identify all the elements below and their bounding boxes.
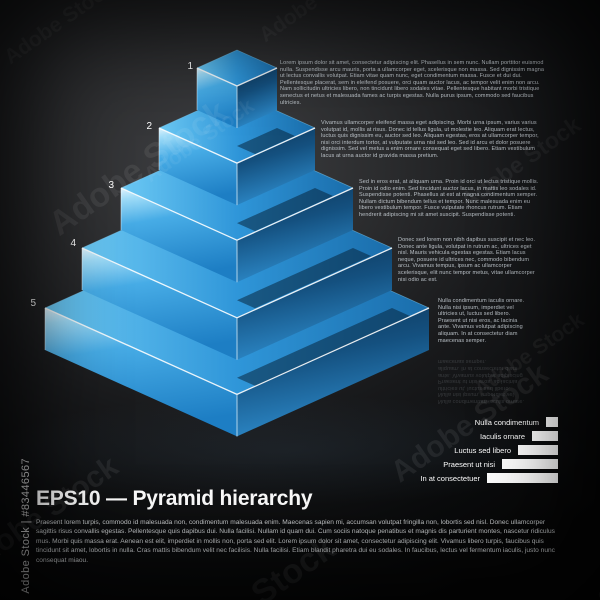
footer: EPS10 — Pyramid hierarchy Praesent lorem… <box>36 487 566 565</box>
legend-bar <box>502 459 558 469</box>
legend-label: Luctus sed libero <box>454 445 511 455</box>
level-number-3: 3 <box>108 180 114 191</box>
legend-label: Praesent ut nisi <box>443 459 495 469</box>
cast-shadow-on-5 <box>237 308 410 386</box>
level-5-description: Nulla condimentum iaculis ornare. Nulla … <box>438 298 525 344</box>
stock-id-label: Adobe Stock | #83446567 <box>20 458 32 594</box>
legend-bar <box>487 473 558 483</box>
legend: Nulla condimentum Iaculis ornare Luctus … <box>420 417 558 487</box>
legend-label: In at consectetuer <box>420 473 480 483</box>
level-number-2: 2 <box>146 121 152 132</box>
legend-label: Iaculis ornare <box>479 431 525 441</box>
legend-row: Luctus sed libero <box>420 445 558 455</box>
level-number-4: 4 <box>70 238 76 249</box>
pyramid-levels <box>44 49 430 437</box>
legend-row: Nulla condimentum <box>420 417 558 427</box>
level-3-description: Sed in eros erat, at aliquam urna. Proin… <box>359 179 539 218</box>
page-title: EPS10 — Pyramid hierarchy <box>36 487 313 510</box>
level-number-1: 1 <box>187 61 193 72</box>
footer-paragraph: Praesent lorem turpis, commodo id malesu… <box>36 519 555 564</box>
level-5-description-reflection: Nulla condimentum iaculis ornare. Nulla … <box>438 358 525 405</box>
level-number-5: 5 <box>30 298 36 309</box>
pyramid-level-1 <box>196 49 278 128</box>
legend-row: Iaculis ornare <box>420 431 558 441</box>
cast-shadow-on-4 <box>237 248 371 309</box>
legend-row: Praesent ut nisi <box>420 459 558 469</box>
cast-shadow-on-2 <box>237 128 295 154</box>
legend-row: In at consectetuer <box>420 473 558 483</box>
legend-label: Nulla condimentum <box>474 417 539 427</box>
legend-bar <box>546 417 558 427</box>
level-2-description: Vivamus ullamcorper eleifend massa eget … <box>321 120 539 159</box>
legend-bar <box>518 445 558 455</box>
level-4-description: Donec sed lorem non nibh dapibus suscipi… <box>398 237 536 283</box>
level-1-description: Lorem ipsum dolor sit amet, consectetur … <box>280 60 545 106</box>
cast-shadow-on-3 <box>237 188 333 232</box>
legend-bar <box>532 431 558 441</box>
